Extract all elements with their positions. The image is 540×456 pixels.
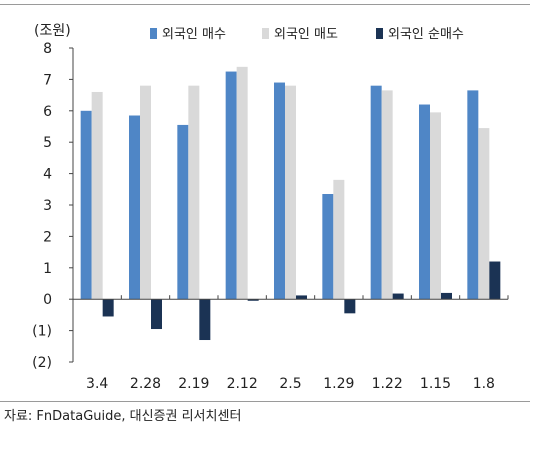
bar-net (151, 299, 162, 330)
bar-sell (188, 85, 200, 300)
y-tick-label: 0 (43, 292, 52, 308)
x-tick-label: 1.22 (372, 376, 403, 392)
y-unit-label: (조원) (34, 23, 71, 39)
bar-net (296, 295, 307, 300)
source-note: 자료: FnDataGuide, 대신증권 리서치센터 (4, 409, 242, 424)
bar-sell (285, 85, 296, 300)
bar-buy (467, 90, 479, 300)
bar-net (247, 299, 259, 301)
y-tick-label: 8 (43, 41, 52, 57)
y-tick-label: (2) (32, 355, 52, 371)
bar-net (392, 293, 404, 300)
legend-swatch (376, 28, 383, 39)
y-tick-label: 6 (43, 104, 52, 120)
y-tick-label: 1 (43, 261, 52, 277)
bar-buy (274, 82, 285, 300)
y-tick-label: 7 (43, 72, 52, 88)
x-tick-label: 3.4 (86, 376, 108, 392)
bar-net (102, 299, 114, 317)
bar-sell (236, 66, 248, 300)
bar-sell (140, 85, 151, 300)
bar-net (489, 261, 501, 300)
bar-sell (91, 91, 103, 300)
y-tick-label: (1) (32, 324, 52, 340)
x-tick-label: 1.29 (323, 376, 354, 392)
bar-buy (129, 115, 140, 300)
bar-buy (80, 110, 92, 300)
bar-sell (478, 128, 490, 300)
bottom-rule (0, 401, 530, 402)
x-tick-label: 2.12 (227, 376, 258, 392)
bar-net (344, 299, 356, 314)
x-tick-label: 1.8 (473, 376, 495, 392)
y-tick-label: 5 (43, 135, 52, 151)
bar-net (441, 292, 452, 300)
bar-chart: (조원) (2) (1) 0 1 2 3 4 5 6 7 8 3.4 2.28 2.19 2.12 2.5 1.2… (32, 23, 509, 392)
x-tick-label: 2.28 (130, 376, 161, 392)
bar-buy (419, 104, 430, 300)
top-rule (0, 4, 530, 5)
x-tick-label: 2.19 (178, 376, 209, 392)
legend-label: 외국인 매수 (162, 27, 226, 42)
y-tick-label: 2 (43, 229, 52, 245)
bar-buy (370, 85, 382, 300)
bar-buy (322, 194, 334, 300)
x-tick-label: 2.5 (279, 376, 301, 392)
legend-label: 외국인 매도 (274, 27, 338, 42)
x-tick-label: 1.15 (420, 376, 451, 392)
legend-swatch (262, 28, 269, 39)
bar-buy (177, 124, 189, 300)
bar-buy (225, 71, 237, 300)
bar-sell (333, 179, 345, 300)
bar-sell (381, 90, 393, 300)
y-tick-label: 4 (43, 167, 52, 183)
y-tick-label: 3 (43, 198, 52, 214)
bar-net (199, 299, 211, 341)
legend-swatch (150, 28, 157, 39)
bar-sell (430, 112, 441, 300)
legend-label: 외국인 순매수 (388, 27, 464, 42)
